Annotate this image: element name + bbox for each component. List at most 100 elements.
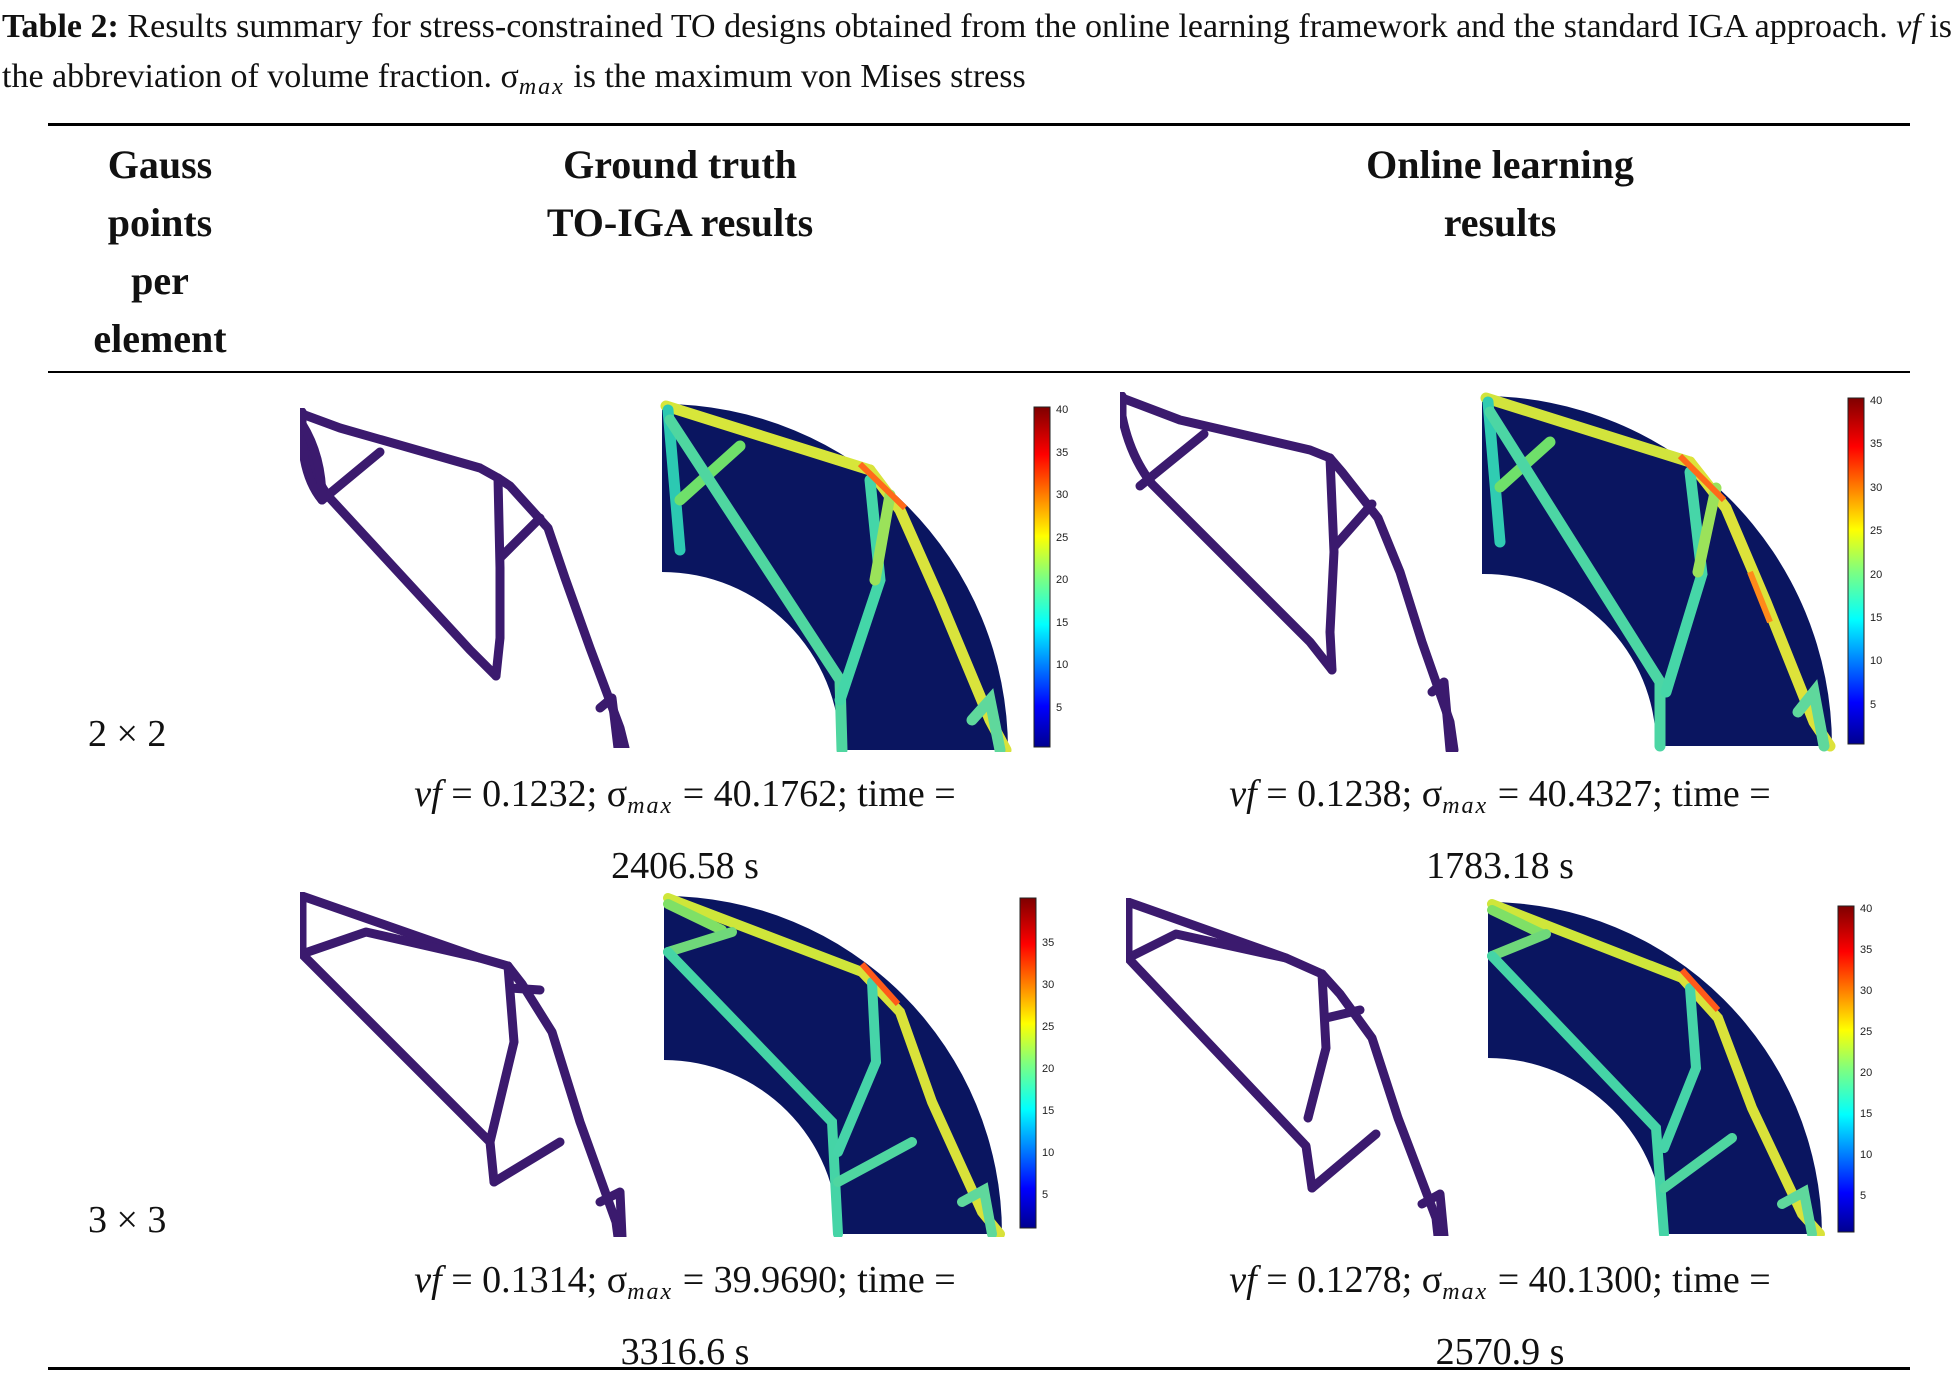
ol-2x2-tick-15: 15: [1870, 612, 1882, 624]
sigma-sub: max: [1442, 1279, 1489, 1305]
ol-3x3-tick-30: 30: [1860, 985, 1872, 997]
gt-3x3-time: 3316.6 s: [620, 1331, 750, 1373]
sigma-symbol: σ: [606, 773, 628, 815]
gt-3x3-tick-20: 20: [1042, 1063, 1054, 1075]
gt-2x2-sigma: 40.1762: [713, 773, 838, 815]
row-label-2x2: 2 × 2: [88, 713, 167, 755]
ol-2x2-topology: [1120, 392, 1459, 752]
eq-sign: =: [682, 773, 705, 815]
sigma-symbol: σ: [606, 1259, 628, 1301]
gt-3x3-topology: [300, 892, 627, 1237]
gt-3x3-colorbar: 35 30 25 20 15 10 5: [1019, 897, 1054, 1229]
gt-2x2-tick-30: 30: [1056, 489, 1068, 501]
ol-3x3-stress-field: [1487, 899, 1825, 1236]
gt-2x2-vf-symbol: vf: [414, 773, 442, 815]
gt-3x3-tick-25: 25: [1042, 1021, 1054, 1033]
gt-2x2-tick-35: 35: [1056, 447, 1068, 459]
ol-2x2-tick-5: 5: [1870, 699, 1876, 711]
header-col1-line-1: Gauss: [107, 142, 213, 187]
ol-3x3-tick-25: 25: [1860, 1026, 1872, 1038]
eq-sign: =: [1266, 773, 1288, 815]
gt-3x3-sigma: 39.9690: [713, 1259, 838, 1301]
eq-sign: =: [682, 1259, 705, 1301]
eq-sign: =: [1266, 1259, 1288, 1301]
eq-sign: =: [1497, 773, 1520, 815]
gt-3x3-tick-15: 15: [1042, 1105, 1054, 1117]
time-label: time: [857, 773, 925, 815]
gt-2x2-result: vf = 0.1232; σmax = 40.1762; time = 2406…: [330, 764, 1040, 896]
gt-2x2-topology: [300, 408, 630, 748]
top-rule: [48, 123, 1910, 126]
row-label-3x3: 3 × 3: [88, 1199, 167, 1241]
header-col3-line-2: results: [1443, 200, 1557, 245]
gt-2x2-colorbar: 40 35 30 25 20 15 10 5: [1033, 405, 1068, 748]
eq-sign: =: [1497, 1259, 1520, 1301]
ol-2x2-vf-symbol: vf: [1229, 773, 1257, 815]
ol-3x3-topology: [1126, 898, 1449, 1236]
ol-2x2-tick-30: 30: [1870, 482, 1882, 494]
time-label: time: [857, 1259, 925, 1301]
gt-2x2-vf: 0.1232: [482, 773, 587, 815]
sigma-sub: max: [627, 1279, 674, 1305]
eq-sign: =: [451, 773, 473, 815]
bottom-rule: [48, 1367, 1910, 1370]
ol-3x3-time: 2570.9 s: [1435, 1331, 1565, 1373]
ol-3x3-tick-5: 5: [1860, 1190, 1866, 1202]
ol-3x3-tick-35: 35: [1860, 944, 1872, 956]
ol-2x2-tick-35: 35: [1870, 438, 1882, 450]
ol-3x3-tick-10: 10: [1860, 1149, 1872, 1161]
gt-3x3-tick-30: 30: [1042, 979, 1054, 991]
sigma-symbol: σ: [1421, 1259, 1443, 1301]
ol-3x3-tick-20: 20: [1860, 1067, 1872, 1079]
ol-3x3-tick-15: 15: [1860, 1108, 1872, 1120]
header-col3-line-1: Online learning: [1366, 142, 1634, 187]
ol-3x3-result: vf = 0.1278; σmax = 40.1300; time = 2570…: [1150, 1250, 1850, 1382]
caption-sigma-sub: max: [518, 74, 565, 100]
ol-3x3-tick-40: 40: [1860, 904, 1872, 915]
ol-2x2-colorbar: 40 35 30 25 20 15 10 5: [1847, 396, 1882, 745]
eq-sign: =: [934, 773, 956, 815]
ol-3x3-sigma: 40.1300: [1528, 1259, 1653, 1301]
gt-3x3-tick-35: 35: [1042, 937, 1054, 949]
gt-2x2-tick-20: 20: [1056, 574, 1068, 586]
gt-2x2-tick-15: 15: [1056, 617, 1068, 629]
time-label: time: [1672, 773, 1740, 815]
ol-2x2-sigma: 40.4327: [1528, 773, 1653, 815]
header-col2-line-2: TO-IGA results: [546, 200, 814, 245]
gt-3x3-result: vf = 0.1314; σmax = 39.9690; time = 3316…: [330, 1250, 1040, 1382]
ol-3x3-vf: 0.1278: [1297, 1259, 1402, 1301]
gt-2x2-tick-10: 10: [1056, 659, 1068, 671]
sigma-sub: max: [627, 793, 674, 819]
header-rule: [48, 371, 1910, 373]
header-col2-line-1: Ground truth: [563, 142, 797, 187]
ol-3x3-colorbar: 40 35 30 25 20 15 10 5: [1837, 904, 1872, 1233]
sigma-symbol: σ: [1421, 773, 1443, 815]
gt-2x2-tick-25: 25: [1056, 532, 1068, 544]
gt-3x3-tick-10: 10: [1042, 1147, 1054, 1159]
table-caption: Table 2: Results summary for stress-cons…: [2, 2, 1952, 112]
eq-sign: =: [451, 1259, 473, 1301]
gt-3x3-vf: 0.1314: [482, 1259, 587, 1301]
header-ground-truth: Ground truth TO-IGA results: [380, 136, 980, 252]
caption-label: Table 2:: [2, 8, 119, 45]
gt-2x2-time: 2406.58 s: [611, 845, 759, 887]
caption-vf-symbol: vf: [1896, 8, 1921, 45]
caption-sigma-symbol: σ: [500, 58, 519, 95]
ol-2x2-result: vf = 0.1238; σmax = 40.4327; time = 1783…: [1150, 764, 1850, 896]
sigma-sub: max: [1442, 793, 1489, 819]
header-col1-line-2: points: [107, 200, 213, 245]
gt-2x2-tick-5: 5: [1056, 702, 1062, 714]
ol-3x3-vf-symbol: vf: [1229, 1259, 1257, 1301]
header-col1-line-4: element: [93, 316, 227, 361]
ol-2x2-time: 1783.18 s: [1426, 845, 1574, 887]
gt-2x2-tick-40: 40: [1056, 405, 1068, 416]
header-gauss-points: Gauss points per element: [50, 136, 270, 368]
gt-3x3-vf-symbol: vf: [414, 1259, 442, 1301]
caption-text-2: is the abbreviation of volume fraction.: [2, 8, 1953, 95]
ol-2x2-tick-10: 10: [1870, 655, 1882, 667]
eq-sign: =: [1749, 1259, 1771, 1301]
eq-sign: =: [934, 1259, 956, 1301]
gt-2x2-stress-field: [660, 400, 1012, 752]
caption-text-1: Results summary for stress-constrained T…: [127, 8, 1888, 45]
ol-2x2-tick-40: 40: [1870, 396, 1882, 407]
